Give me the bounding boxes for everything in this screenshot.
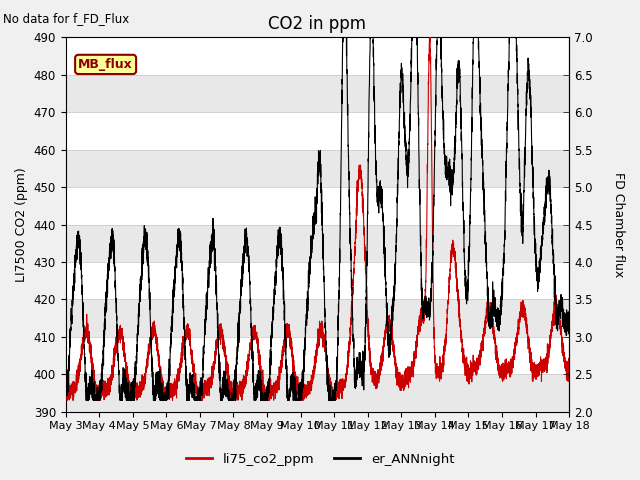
Bar [66, 150, 569, 187]
Text: No data for f_FD_Flux: No data for f_FD_Flux [3, 12, 129, 25]
Bar [66, 337, 569, 374]
Text: MB_flux: MB_flux [78, 58, 133, 71]
Title: CO2 in ppm: CO2 in ppm [268, 15, 366, 33]
Bar [66, 75, 569, 112]
Bar [66, 187, 569, 225]
Bar [66, 37, 569, 75]
Bar [66, 300, 569, 337]
Bar [66, 374, 569, 412]
Legend: li75_co2_ppm, er_ANNnight: li75_co2_ppm, er_ANNnight [180, 447, 460, 471]
Bar [66, 262, 569, 300]
Y-axis label: FD Chamber flux: FD Chamber flux [612, 172, 625, 277]
Bar [66, 225, 569, 262]
Y-axis label: LI7500 CO2 (ppm): LI7500 CO2 (ppm) [15, 167, 28, 282]
Bar [66, 112, 569, 150]
